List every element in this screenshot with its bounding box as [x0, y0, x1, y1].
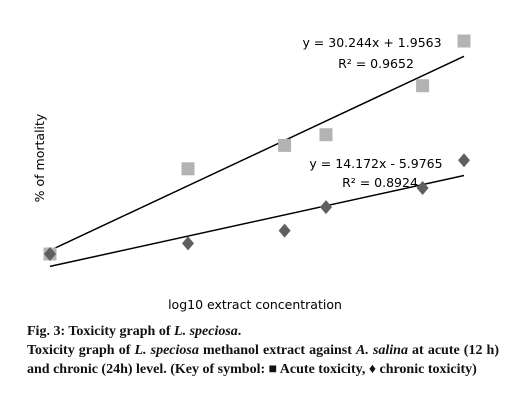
point	[457, 34, 471, 48]
x-axis-label: log10 extract concentration	[168, 297, 342, 312]
trendline	[49, 174, 465, 268]
caption-title: Fig. 3: Toxicity graph of L. speciosa.	[27, 322, 499, 341]
point	[278, 138, 292, 152]
caption-part: A. salina	[356, 343, 408, 358]
caption-part: L. speciosa	[174, 324, 238, 339]
point	[182, 236, 194, 251]
point	[319, 128, 333, 142]
caption-part: L. speciosa	[134, 343, 199, 358]
caption-part: .	[237, 324, 242, 339]
caption-part: at acute (12 h) and chronic (24h) level.…	[27, 343, 500, 377]
point	[278, 223, 291, 238]
point	[458, 153, 470, 168]
caption-part: methanol extract against	[198, 343, 356, 358]
point	[416, 180, 429, 195]
trendline-r2: R² = 0.8924	[342, 175, 418, 190]
caption-part: Toxicity graph of	[27, 343, 135, 358]
caption-text: Toxicity graph of L. speciosa methanol e…	[27, 341, 499, 379]
point	[181, 162, 195, 176]
point	[44, 247, 56, 261]
point	[320, 200, 332, 215]
chart: log10 extract concentration % of mortali…	[32, 34, 471, 312]
trendline	[49, 55, 465, 252]
caption: Fig. 3: Toxicity graph of L. speciosa. T…	[27, 322, 499, 379]
trendline-equation: y = 14.172x - 5.9765	[309, 156, 442, 171]
trendline-equation: y = 30.244x + 1.9563	[302, 35, 441, 50]
point	[416, 79, 430, 93]
caption-part: Fig. 3: Toxicity graph of	[27, 324, 175, 339]
y-axis-label: % of mortality	[32, 113, 47, 202]
trendline-r2: R² = 0.9652	[338, 56, 414, 71]
